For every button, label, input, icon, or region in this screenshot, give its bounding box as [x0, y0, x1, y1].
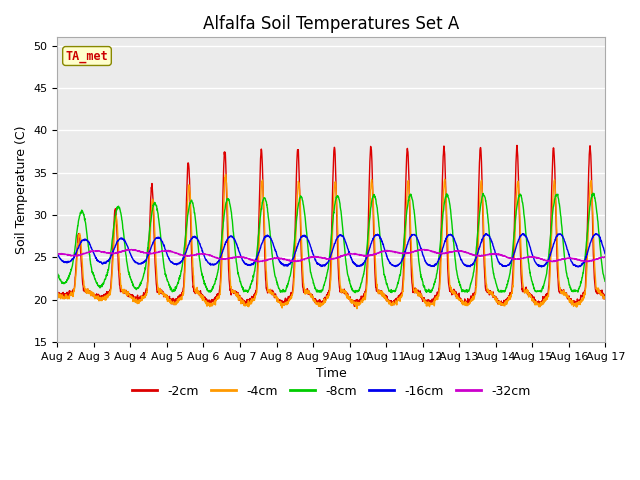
- Y-axis label: Soil Temperature (C): Soil Temperature (C): [15, 125, 28, 254]
- Legend: -2cm, -4cm, -8cm, -16cm, -32cm: -2cm, -4cm, -8cm, -16cm, -32cm: [127, 380, 536, 403]
- Text: TA_met: TA_met: [66, 49, 108, 62]
- X-axis label: Time: Time: [316, 367, 347, 380]
- Title: Alfalfa Soil Temperatures Set A: Alfalfa Soil Temperatures Set A: [204, 15, 460, 33]
